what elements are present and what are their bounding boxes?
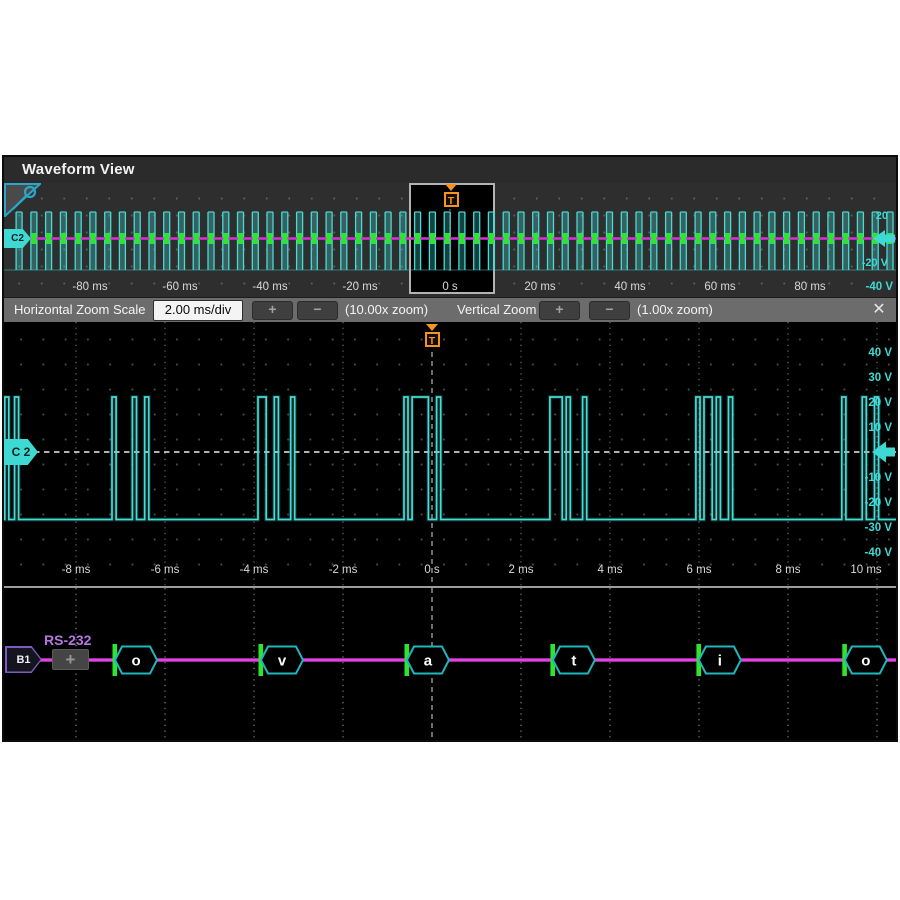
horizontal-zoom-readout: (10.00x zoom) bbox=[345, 302, 429, 317]
horizontal-zoom-plus-button[interactable]: + bbox=[252, 301, 293, 320]
horizontal-scale-input[interactable]: 2.00 ms/div bbox=[153, 300, 243, 321]
bus-decode-box: t bbox=[550, 644, 597, 676]
svg-text:80 ms: 80 ms bbox=[794, 281, 826, 293]
overview-strip: -80 ms -60 ms -40 ms -20 ms 0 s 20 ms 40 ms 60 … bbox=[4, 183, 896, 297]
zoom-tools-icon[interactable] bbox=[4, 183, 41, 217]
vertical-zoom-readout: (1.00x zoom) bbox=[637, 302, 713, 317]
svg-text:30 V: 30 V bbox=[868, 372, 892, 384]
svg-text:-20 V: -20 V bbox=[865, 497, 893, 509]
svg-text:20: 20 bbox=[876, 210, 888, 222]
bus-decode-letter: v bbox=[278, 653, 287, 670]
svg-text:10 V: 10 V bbox=[868, 422, 892, 434]
bus-protocol-label: RS-232 bbox=[44, 632, 92, 648]
svg-text:2 ms: 2 ms bbox=[509, 564, 534, 576]
bus-decode-box: o bbox=[112, 644, 159, 676]
overview-trigger-marker[interactable]: T bbox=[440, 184, 462, 207]
zoom-toolbar: Horizontal Zoom Scale 2.00 ms/div + − (1… bbox=[4, 297, 896, 322]
svg-text:6 ms: 6 ms bbox=[687, 564, 712, 576]
horizontal-zoom-minus-button[interactable]: − bbox=[297, 301, 338, 320]
bus-decode-letter: o bbox=[131, 653, 140, 670]
svg-text:-10 V: -10 V bbox=[865, 472, 893, 484]
svg-text:20 V: 20 V bbox=[868, 397, 892, 409]
svg-text:60 ms: 60 ms bbox=[704, 281, 736, 293]
trigger-arrow-icon bbox=[445, 184, 457, 191]
svg-text:40 ms: 40 ms bbox=[614, 281, 646, 293]
page-title: Waveform View bbox=[22, 161, 135, 178]
bus-decode-box: o bbox=[842, 644, 888, 676]
bus-decode-box: v bbox=[258, 644, 305, 676]
bus-decode-letter: o bbox=[861, 653, 870, 670]
svg-text:-40 V: -40 V bbox=[866, 281, 894, 293]
main-trigger-marker[interactable]: T bbox=[421, 324, 443, 347]
overview-waveform: -80 ms -60 ms -40 ms -20 ms 0 s 20 ms 40 ms 60 … bbox=[4, 209, 896, 293]
bus-add-button[interactable]: + bbox=[52, 649, 89, 670]
bus-decode-box: a bbox=[404, 644, 451, 676]
svg-text:-60 ms: -60 ms bbox=[162, 281, 197, 293]
bus-decode-letter: i bbox=[718, 653, 722, 670]
vertical-zoom-minus-button[interactable]: − bbox=[589, 301, 630, 320]
svg-text:-6 ms: -6 ms bbox=[151, 564, 180, 576]
bus-decode-letter: t bbox=[571, 653, 576, 670]
svg-text:8 ms: 8 ms bbox=[776, 564, 801, 576]
waveform-view-window: Waveform View -80 ms -60 ms -40 ms -20 ms 0 … bbox=[2, 155, 898, 742]
svg-text:4 ms: 4 ms bbox=[598, 564, 623, 576]
main-waveform-view: 40 V 30 V 20 V 10 V -10 V -20 V -30 V -40 V -8 m… bbox=[4, 322, 896, 586]
svg-text:-30 V: -30 V bbox=[865, 522, 893, 534]
close-icon[interactable]: ✕ bbox=[872, 301, 886, 318]
vertical-zoom-label: Vertical Zoom bbox=[457, 302, 537, 317]
svg-text:-40 ms: -40 ms bbox=[252, 281, 287, 293]
overview-channel-badge[interactable]: C2 bbox=[4, 229, 31, 248]
bus-decode-box: i bbox=[696, 644, 743, 676]
svg-text:-4 ms: -4 ms bbox=[240, 564, 269, 576]
svg-text:-8 ms: -8 ms bbox=[62, 564, 91, 576]
vertical-zoom-plus-button[interactable]: + bbox=[539, 301, 580, 320]
svg-text:-2 ms: -2 ms bbox=[329, 564, 358, 576]
trigger-arrow-icon bbox=[426, 324, 438, 331]
horizontal-zoom-scale-label: Horizontal Zoom Scale bbox=[14, 302, 146, 317]
svg-text:10 ms: 10 ms bbox=[850, 564, 882, 576]
title-bar: Waveform View bbox=[4, 157, 896, 183]
view-separator bbox=[4, 586, 896, 588]
svg-text:-80 ms: -80 ms bbox=[72, 281, 107, 293]
svg-text:-40 V: -40 V bbox=[865, 547, 893, 559]
svg-text:-20 ms: -20 ms bbox=[342, 281, 377, 293]
bus-decode-letter: a bbox=[424, 653, 433, 670]
svg-text:0 s: 0 s bbox=[424, 564, 440, 576]
svg-text:40 V: 40 V bbox=[868, 347, 892, 359]
svg-text:-20 V: -20 V bbox=[862, 257, 889, 269]
main-waveform: 40 V 30 V 20 V 10 V -10 V -20 V -30 V -40 V -8 m… bbox=[4, 322, 896, 586]
svg-text:0 s: 0 s bbox=[442, 281, 458, 293]
svg-text:20 ms: 20 ms bbox=[524, 281, 556, 293]
